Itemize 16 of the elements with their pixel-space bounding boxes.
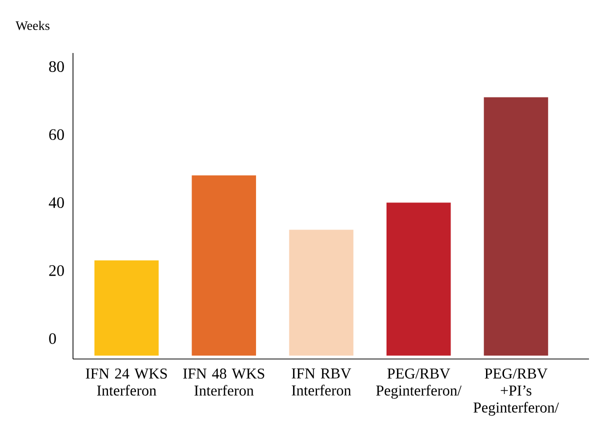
x-tick-label: IFN RBV Interferon bbox=[292, 368, 352, 396]
x-tick-label: PEG/RBV +PI’s Peginterferon/ bbox=[474, 368, 559, 416]
x-tick-label: IFN 24 WKS Interferon bbox=[86, 368, 167, 396]
bar bbox=[484, 97, 548, 356]
y-tick-label: 60 bbox=[49, 129, 64, 140]
x-tick-label: IFN 48 WKS Interferon bbox=[183, 368, 264, 396]
x-tick-label: PEG/RBV Peginterferon/ bbox=[376, 368, 462, 399]
bar bbox=[386, 202, 451, 356]
y-axis-title: Weeks bbox=[16, 20, 50, 30]
bar bbox=[289, 230, 354, 356]
y-tick-label: 20 bbox=[49, 265, 64, 276]
y-tick-label: 80 bbox=[49, 61, 64, 72]
bar bbox=[192, 175, 256, 356]
bar bbox=[94, 260, 159, 356]
y-tick-label: 40 bbox=[48, 197, 64, 208]
y-tick-label: 0 bbox=[49, 333, 56, 344]
